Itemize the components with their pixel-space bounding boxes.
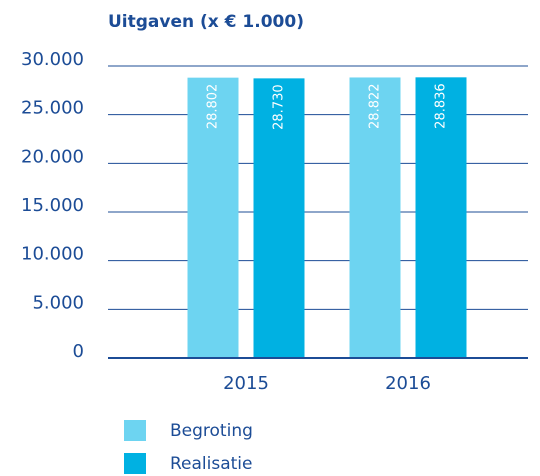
- legend-label: Realisatie: [170, 454, 253, 474]
- y-tick-label: 20.000: [21, 146, 84, 167]
- y-tick-label: 30.000: [21, 49, 84, 70]
- bar: [187, 77, 239, 359]
- y-tick-label: 5.000: [32, 292, 84, 313]
- y-tick-label: 25.000: [21, 98, 84, 119]
- bar: [253, 78, 305, 359]
- value-label: 28.730: [272, 84, 287, 129]
- x-tick-label: 2016: [385, 373, 431, 394]
- x-tick-label: 2015: [223, 373, 269, 394]
- value-label: 28.836: [434, 83, 449, 128]
- value-label: 28.822: [368, 83, 383, 129]
- chart-title: Uitgaven (x € 1.000): [108, 12, 304, 32]
- y-tick-label: 0: [73, 341, 84, 362]
- legend-swatch: [124, 420, 146, 441]
- y-tick-label: 10.000: [21, 244, 84, 265]
- legend-label: Begroting: [170, 421, 253, 441]
- value-label: 28.802: [206, 84, 221, 129]
- bar: [415, 77, 467, 359]
- y-tick-label: 15.000: [21, 195, 84, 216]
- legend-swatch: [124, 453, 146, 474]
- bar: [349, 77, 401, 358]
